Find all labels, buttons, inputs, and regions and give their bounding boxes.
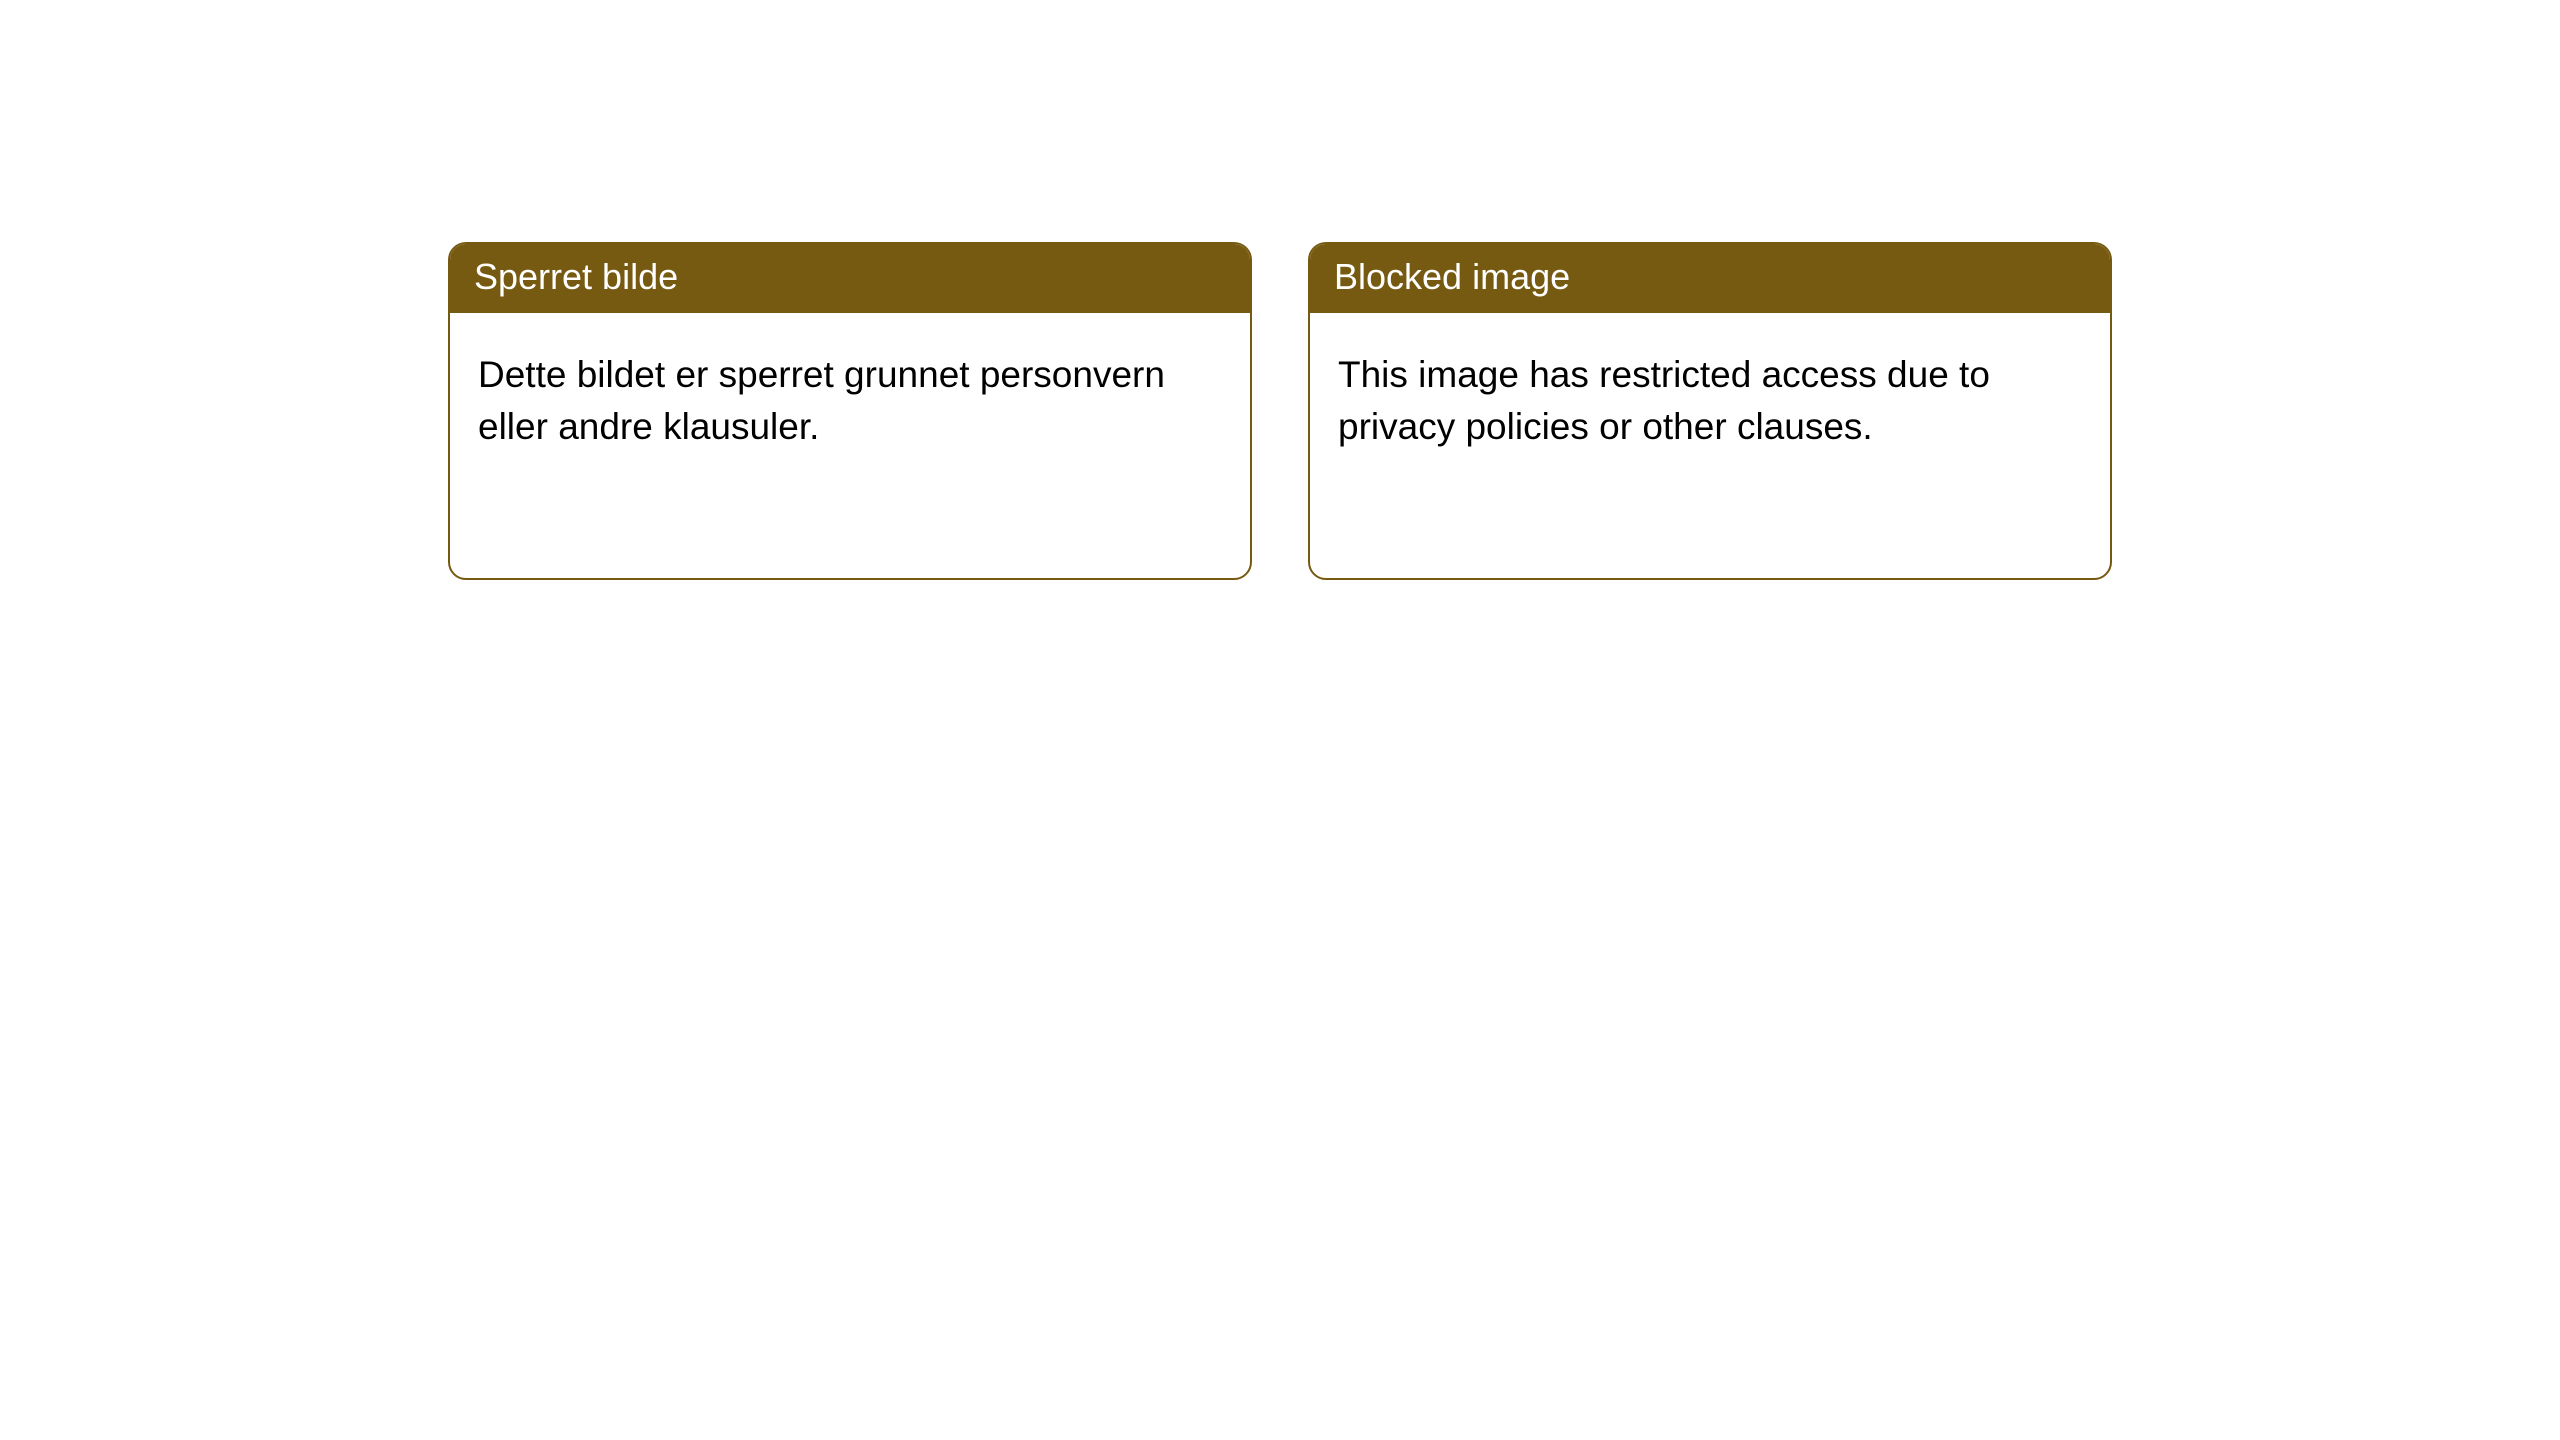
notice-card-english: Blocked image This image has restricted … xyxy=(1308,242,2112,580)
notice-title: Blocked image xyxy=(1334,256,1570,297)
notice-header: Blocked image xyxy=(1310,244,2110,313)
notice-body-text: Dette bildet er sperret grunnet personve… xyxy=(478,354,1165,447)
notice-body: Dette bildet er sperret grunnet personve… xyxy=(450,313,1250,489)
notice-title: Sperret bilde xyxy=(474,256,678,297)
notice-card-norwegian: Sperret bilde Dette bildet er sperret gr… xyxy=(448,242,1252,580)
notice-body-text: This image has restricted access due to … xyxy=(1338,354,1990,447)
notice-container: Sperret bilde Dette bildet er sperret gr… xyxy=(0,0,2560,580)
notice-body: This image has restricted access due to … xyxy=(1310,313,2110,489)
notice-header: Sperret bilde xyxy=(450,244,1250,313)
